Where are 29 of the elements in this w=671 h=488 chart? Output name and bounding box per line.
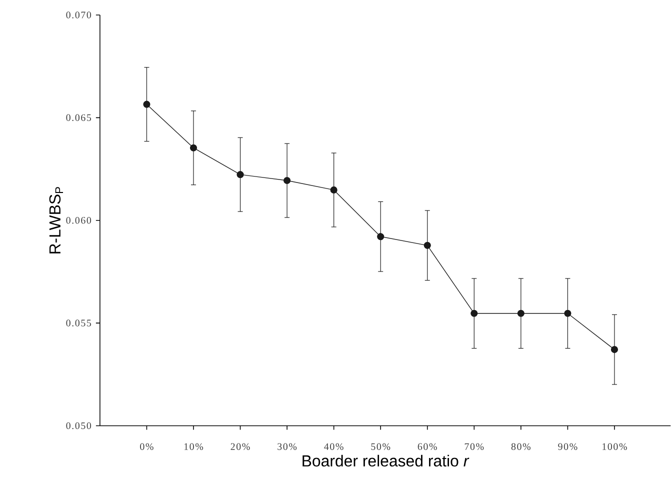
point — [330, 186, 338, 194]
y-tick-label: 0.060 — [66, 217, 92, 224]
point — [143, 100, 150, 108]
point — [377, 233, 384, 240]
x-tick-label: 60% — [418, 443, 437, 450]
y-tick-label: 0.065 — [66, 114, 92, 122]
y-tick-label: 0.070 — [66, 12, 92, 19]
x-tick-label: 10% — [184, 443, 204, 450]
x-tick-label: 70% — [464, 443, 484, 450]
x-tick-label: 0% — [140, 443, 154, 450]
x-tick-label: 80% — [511, 443, 531, 450]
x-axis-title: Boarder released ratio r — [302, 454, 470, 467]
point — [564, 310, 572, 318]
y-tick-label: 0.050 — [66, 422, 92, 430]
x-tick-label: 100% — [602, 443, 627, 450]
x-tick-label: 50% — [371, 443, 390, 450]
point — [610, 346, 618, 354]
x-tick-label: 20% — [230, 443, 250, 450]
y-tick-label: 0.055 — [66, 320, 92, 327]
point — [517, 310, 524, 318]
point — [424, 242, 431, 250]
point — [190, 144, 198, 152]
point — [470, 310, 478, 318]
point — [236, 171, 244, 178]
y-axis-title: R-LWBS$_{P}$ — [49, 187, 64, 254]
x-tick-label: 30% — [278, 443, 297, 450]
x-tick-label: 90% — [558, 443, 578, 450]
x-tick-label: 40% — [324, 443, 344, 450]
point — [284, 177, 291, 184]
